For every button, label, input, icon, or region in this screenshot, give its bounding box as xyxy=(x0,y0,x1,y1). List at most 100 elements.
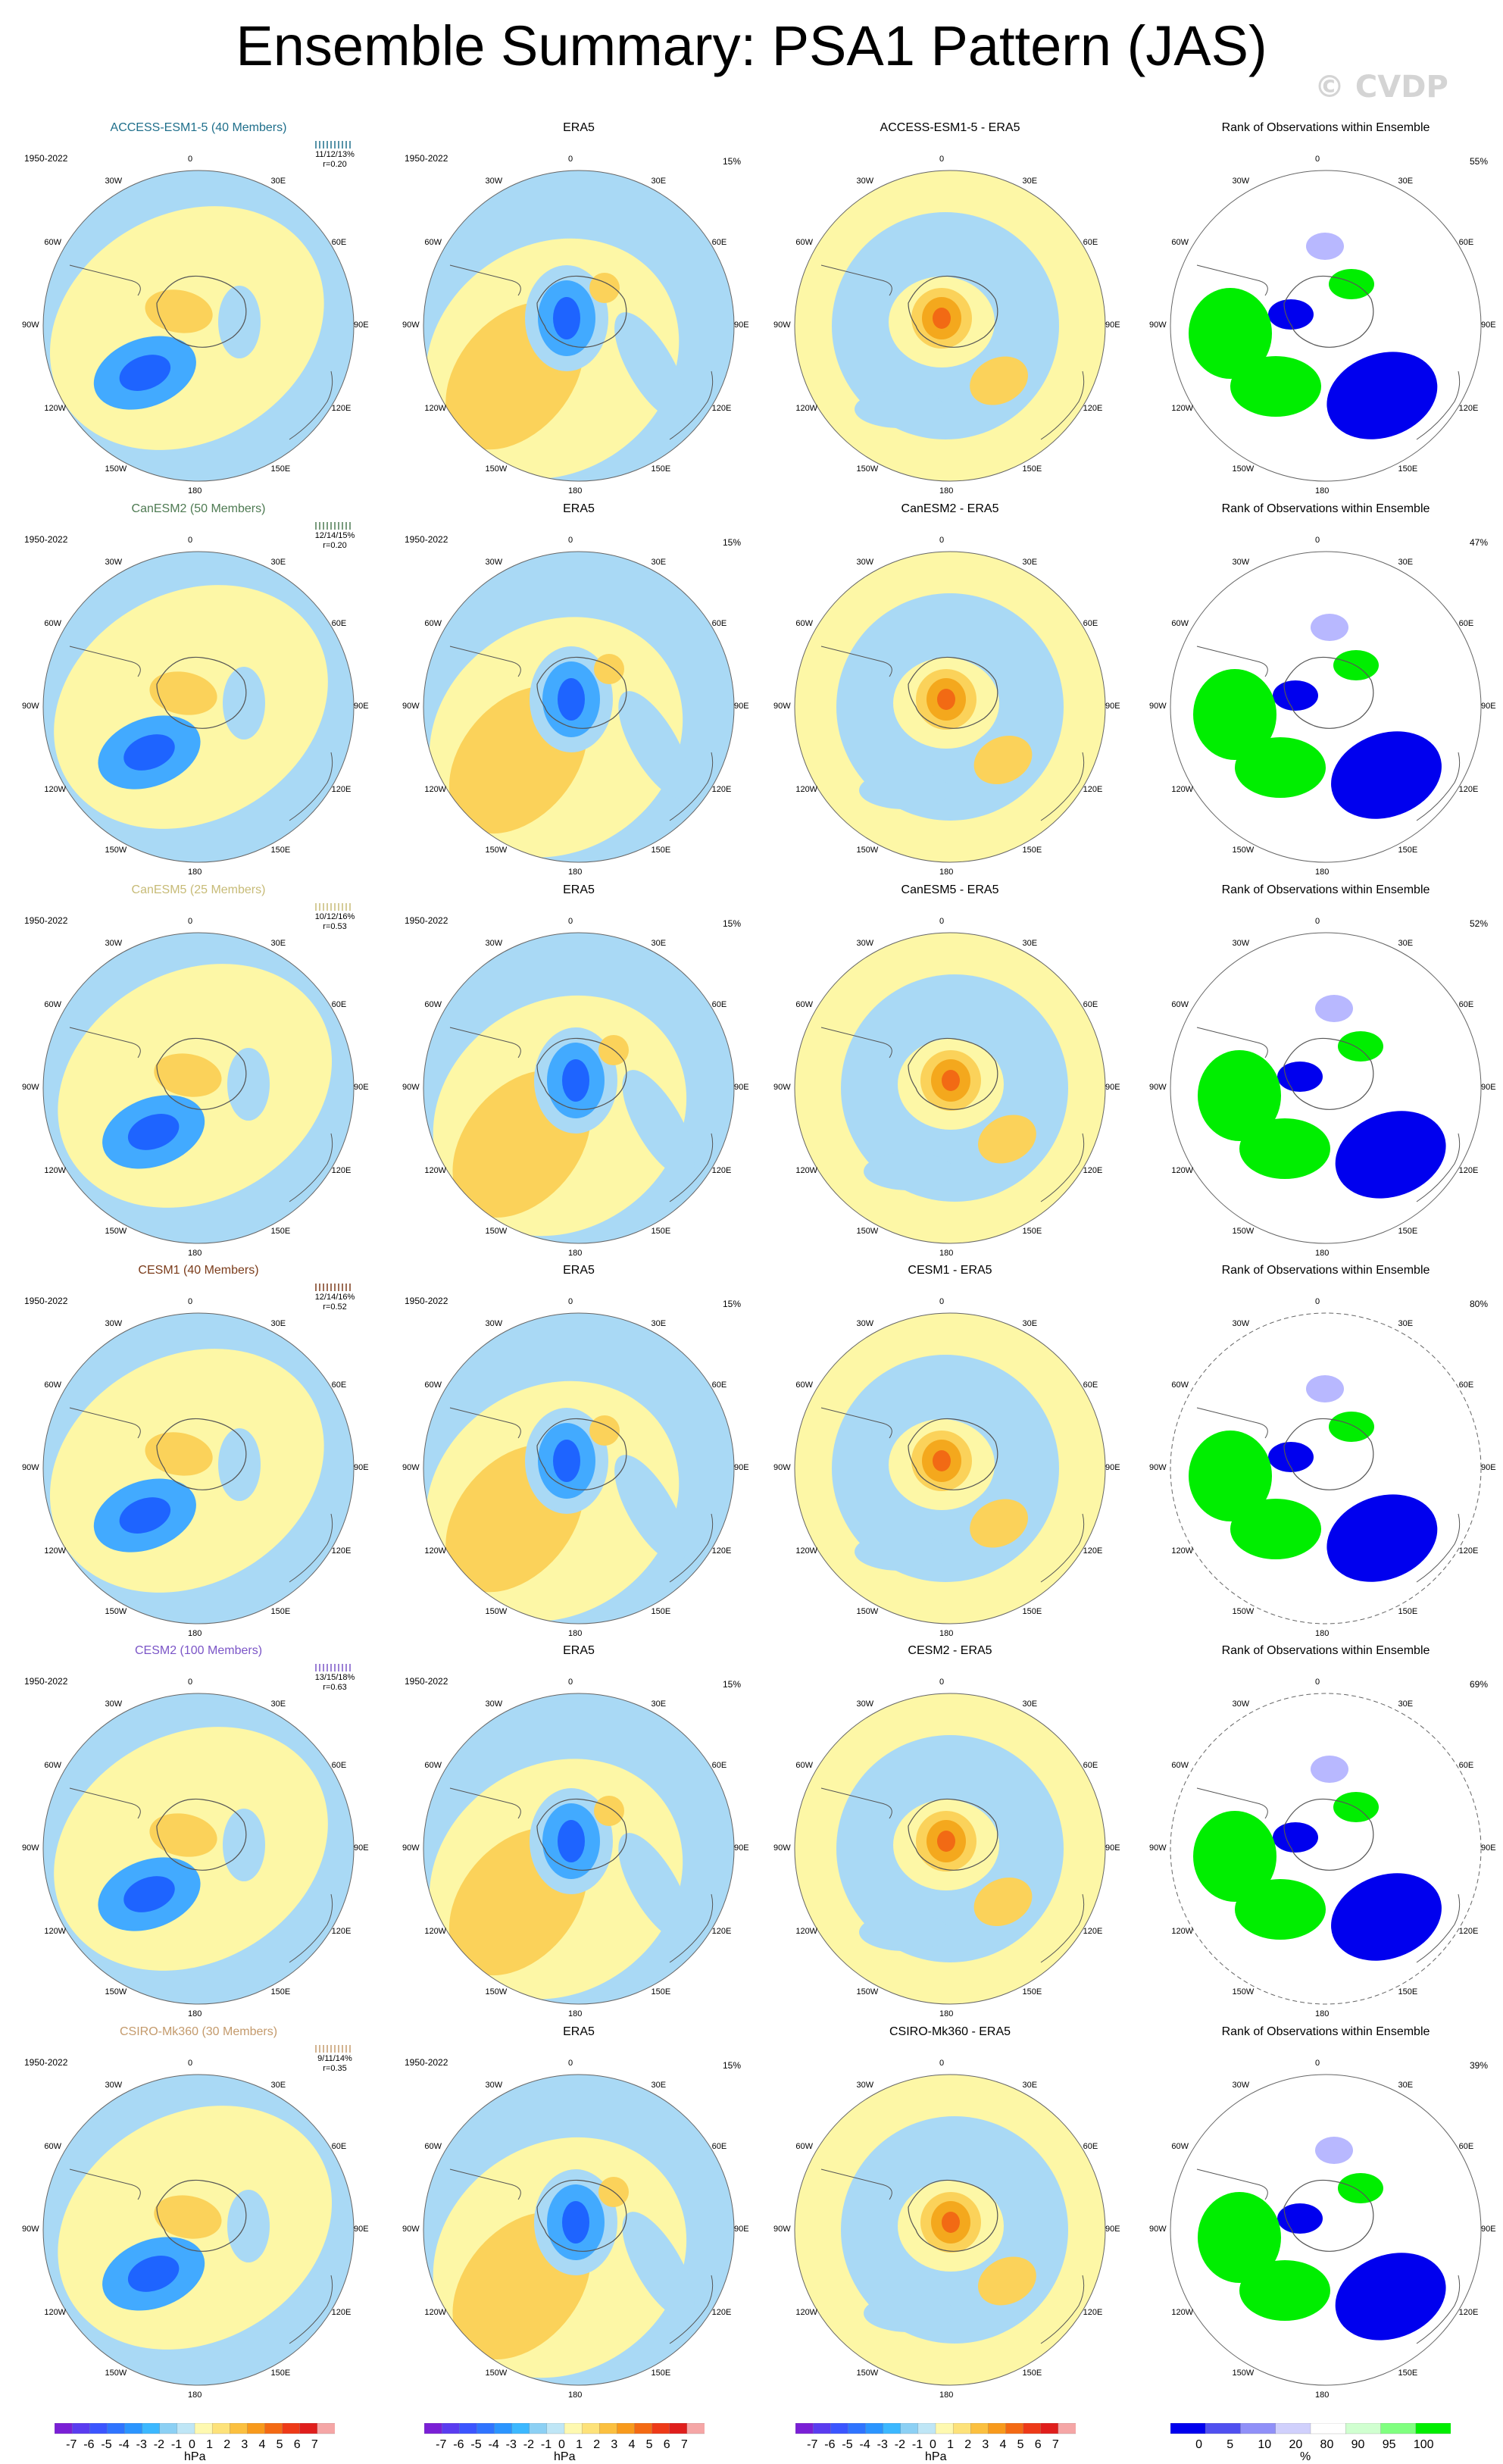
longitude-label: 150E xyxy=(651,845,671,855)
longitude-label: 30E xyxy=(270,177,286,186)
south-america-coastline xyxy=(69,1027,141,1058)
longitude-label: 90E xyxy=(1481,702,1496,711)
australia-coastline xyxy=(1040,2275,1085,2344)
longitude-label: 150E xyxy=(1398,1987,1418,1997)
antarctica-coastline xyxy=(156,1037,247,1110)
longitude-label: 180 xyxy=(1315,2009,1330,2018)
longitude-label: 120W xyxy=(795,1926,818,1936)
longitude-label: 120W xyxy=(1171,784,1194,794)
rank-title: Rank of Observations within Ensemble xyxy=(1221,2025,1430,2038)
ensemble-stats: 11/12/13% r=0.20 xyxy=(297,139,373,170)
colorbar-swatch xyxy=(1310,2423,1346,2434)
polar-map xyxy=(423,932,735,1244)
colorbar-label: 6 xyxy=(1034,2438,1042,2451)
antarctica-coastline xyxy=(1283,1418,1374,1490)
longitude-label: 90W xyxy=(1149,1843,1167,1853)
longitude-label: 60E xyxy=(711,618,727,628)
model-title: CESM1 (40 Members) xyxy=(138,1264,259,1277)
longitude-label: 60W xyxy=(795,2141,813,2151)
colorbar-swatch xyxy=(865,2423,884,2434)
longitude-label: 150W xyxy=(485,464,508,474)
longitude-label: 120W xyxy=(795,2307,818,2317)
contour-region xyxy=(227,1048,270,1121)
longitude-label: 30W xyxy=(856,1319,874,1329)
longitude-label: 150W xyxy=(105,845,127,855)
longitude-label: 150W xyxy=(1232,845,1255,855)
south-america-coastline xyxy=(1196,646,1268,677)
longitude-label: 30E xyxy=(1022,1319,1038,1329)
colorbar-swatch xyxy=(282,2423,301,2434)
era-contour-field xyxy=(423,1693,734,2004)
longitude-label: 30W xyxy=(1232,2081,1250,2090)
diff-panel: CESM1 - ERA5 0 30E 60E 90E 120E 150E 180 150W 120… xyxy=(768,1264,1132,1643)
antarctica-coastline xyxy=(536,1037,627,1110)
diff-contour-field xyxy=(795,552,1105,862)
longitude-label: 60E xyxy=(331,999,347,1009)
longitude-label: 30E xyxy=(1022,1699,1038,1709)
contour-region xyxy=(594,654,624,684)
longitude-label: 90W xyxy=(22,1843,39,1853)
contour-region xyxy=(937,1831,955,1852)
longitude-label: 180 xyxy=(1315,2391,1330,2400)
contour-region xyxy=(594,1796,624,1826)
rank-contour-field xyxy=(1170,552,1481,862)
contour-region xyxy=(1333,650,1379,680)
longitude-label: 120E xyxy=(711,1926,732,1936)
longitude-label: 0 xyxy=(568,2059,573,2068)
contour-region xyxy=(1306,233,1344,260)
south-america-coastline xyxy=(69,264,141,296)
longitude-label: 120E xyxy=(1458,1926,1479,1936)
longitude-label: 120E xyxy=(1083,1165,1103,1175)
period-label: 1950-2022 xyxy=(405,915,448,926)
australia-coastline xyxy=(1040,752,1085,821)
longitude-label: 180 xyxy=(568,868,583,877)
contour-region xyxy=(1315,2137,1353,2164)
colorbar-unit: hPa xyxy=(925,2450,947,2463)
longitude-label: 30E xyxy=(1398,558,1414,568)
longitude-label: 120W xyxy=(1171,2307,1194,2317)
colorbar-swatch xyxy=(1240,2423,1276,2434)
longitude-label: 30E xyxy=(1022,558,1038,568)
colorbar-label: 7 xyxy=(680,2438,688,2451)
longitude-label: 30W xyxy=(105,1699,123,1709)
longitude-label: 150E xyxy=(1398,2368,1418,2378)
map-boundary xyxy=(794,1693,1106,2005)
colorbar-swatch xyxy=(1040,2423,1059,2434)
polar-map xyxy=(1170,1693,1482,2005)
longitude-label: 120E xyxy=(331,1926,352,1936)
contour-region xyxy=(1193,669,1276,760)
south-america-coastline xyxy=(1196,2169,1268,2200)
longitude-label: 90W xyxy=(1149,2225,1167,2234)
colorbar-label: -1 xyxy=(911,2438,923,2451)
longitude-label: 30W xyxy=(856,558,874,568)
longitude-label: 150E xyxy=(651,1226,671,1236)
longitude-label: 60W xyxy=(44,2141,61,2151)
longitude-label: 120E xyxy=(1458,1546,1479,1556)
longitude-label: 150W xyxy=(856,1987,879,1997)
longitude-label: 60W xyxy=(424,237,442,247)
longitude-label: 180 xyxy=(939,1249,954,1258)
colorbar-swatch xyxy=(299,2423,318,2434)
ensemble-stats: 12/14/15% r=0.20 xyxy=(297,521,373,551)
model-title: CSIRO-Mk360 (30 Members) xyxy=(119,2025,278,2038)
contour-region xyxy=(942,1070,960,1091)
longitude-label: 90W xyxy=(773,1463,791,1472)
map-boundary xyxy=(794,932,1106,1244)
pattern-correlation: r=0.35 xyxy=(323,2064,347,2073)
colorbar-label: 1 xyxy=(576,2438,583,2451)
colorbar-label: 0 xyxy=(1195,2438,1203,2451)
longitude-label: 120W xyxy=(44,2307,67,2317)
contour-region xyxy=(1235,737,1326,798)
polar-map xyxy=(794,1693,1106,2005)
longitude-label: 150E xyxy=(1022,1987,1042,1997)
longitude-label: 180 xyxy=(188,2009,202,2018)
colorbar-swatch xyxy=(107,2423,126,2434)
longitude-label: 120E xyxy=(1083,784,1103,794)
australia-coastline xyxy=(289,2275,333,2344)
longitude-label: 0 xyxy=(188,1297,193,1306)
longitude-label: 150E xyxy=(1398,1226,1418,1236)
polar-map xyxy=(42,551,355,863)
model-title: CanESM5 (25 Members) xyxy=(131,883,266,896)
colorbar-swatch xyxy=(952,2423,971,2434)
polar-map xyxy=(423,551,735,863)
